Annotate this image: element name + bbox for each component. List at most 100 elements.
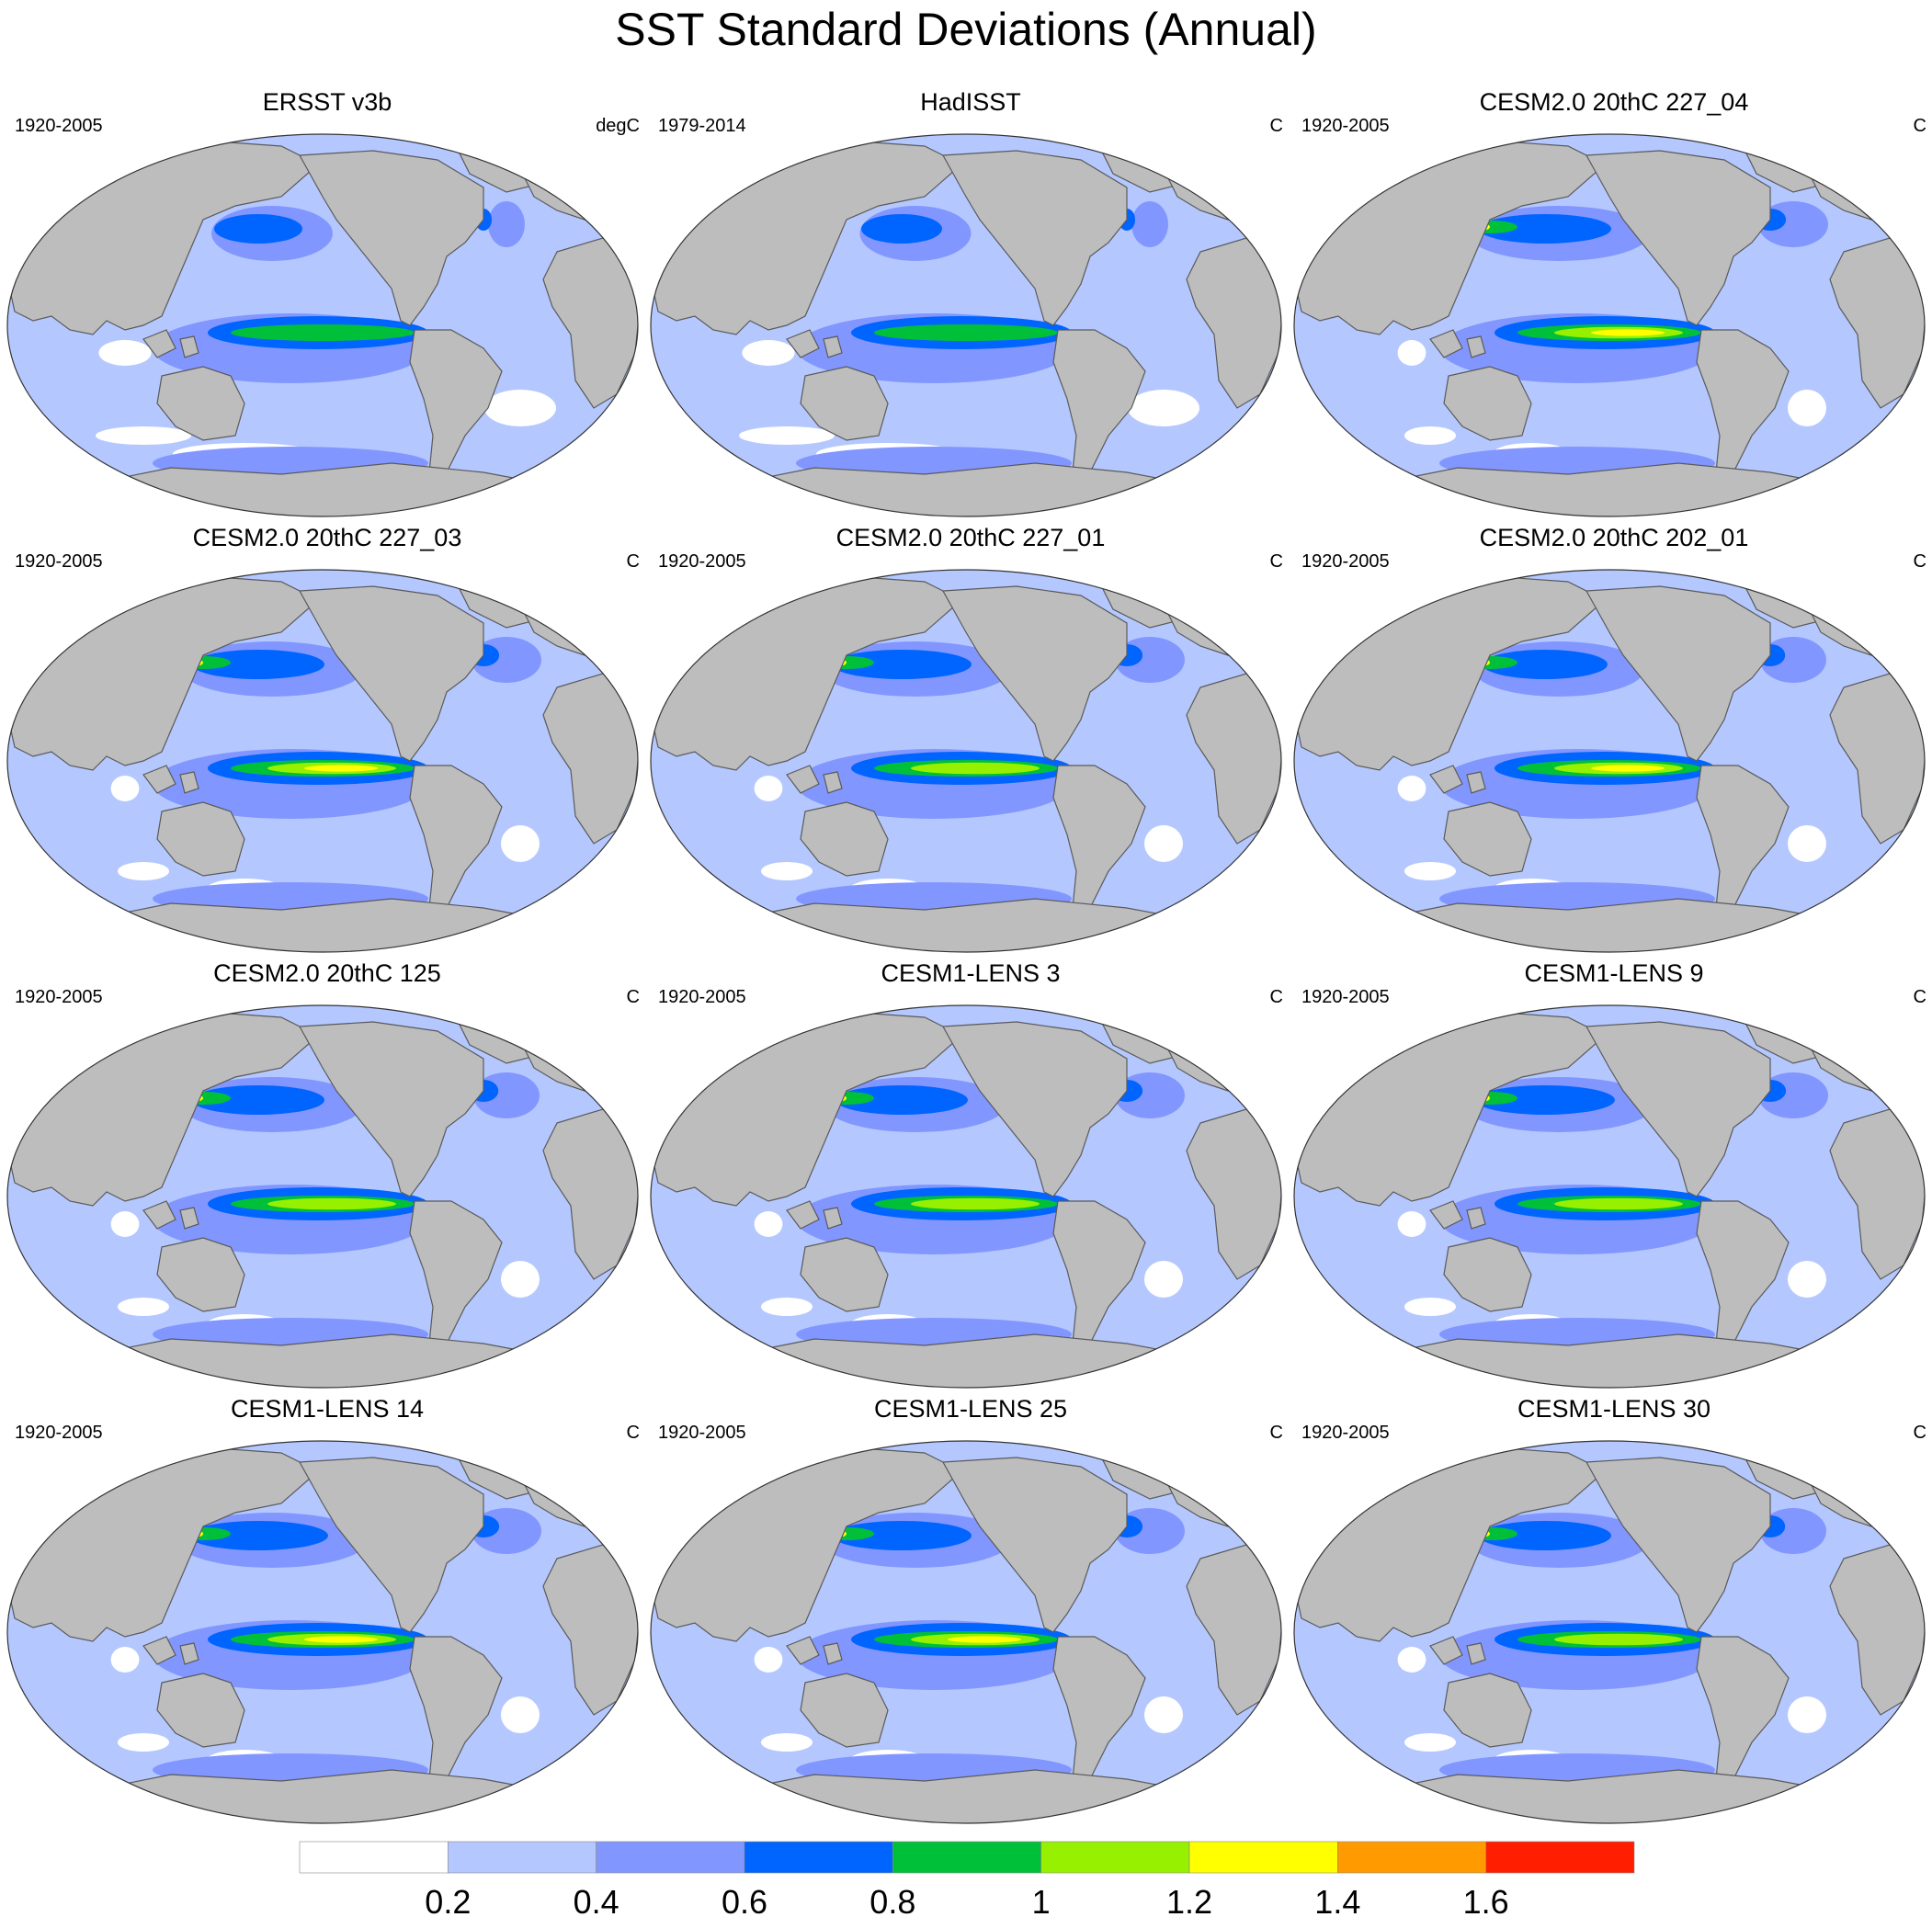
enso-core — [1554, 1197, 1683, 1210]
natl-band — [1131, 201, 1168, 247]
land-namerica — [1585, 1457, 1771, 1633]
low-variance-region — [1788, 1696, 1826, 1733]
land-seasia — [142, 329, 199, 358]
sst-map — [650, 1004, 1282, 1389]
sst-map — [1293, 1004, 1926, 1389]
land-seasia — [1429, 1636, 1486, 1665]
map-border — [6, 133, 639, 517]
panel-units: C — [1269, 116, 1283, 136]
land-australia — [156, 366, 245, 441]
low-variance-region — [754, 1647, 783, 1673]
sst-map — [650, 569, 1282, 953]
kuroshio-core — [861, 214, 942, 244]
low-variance-region — [110, 1211, 140, 1237]
low-variance-region — [1404, 426, 1456, 445]
map-panel: CESM2.0 20thC 227_01 1920-2005 C — [649, 522, 1292, 1000]
panel-title: CESM2.0 20thC 227_03 — [192, 524, 462, 551]
panel-units: degC — [596, 116, 640, 136]
low-variance-region — [761, 862, 813, 880]
panel-period: 1920-2005 — [15, 1423, 103, 1443]
map-panel: CESM1-LENS 9 1920-2005 C — [1292, 958, 1932, 1435]
panel-title: ERSST v3b — [262, 88, 392, 116]
land-seasia — [1429, 765, 1486, 794]
land-australia — [156, 1673, 245, 1748]
land-australia — [156, 1237, 245, 1312]
land-namerica — [942, 585, 1128, 762]
enso-core — [911, 762, 1040, 775]
land-namerica — [299, 585, 484, 762]
land-seasia — [1429, 329, 1486, 358]
enso-core — [874, 324, 1058, 341]
panel-title: CESM2.0 20thC 202_01 — [1479, 524, 1749, 551]
panel-units: C — [1913, 1423, 1926, 1443]
map-panel: CESM1-LENS 25 1920-2005 C — [649, 1393, 1292, 1871]
land-australia — [800, 1237, 889, 1312]
low-variance-region — [110, 1647, 140, 1673]
low-variance-region — [1144, 825, 1183, 862]
kuroshio-core — [832, 650, 972, 679]
land-seasia — [1429, 1200, 1486, 1230]
panel-title: HadISST — [920, 88, 1021, 116]
panel-period: 1920-2005 — [1301, 987, 1390, 1007]
low-variance-region — [1144, 1696, 1183, 1733]
land-seasia — [142, 1636, 199, 1665]
low-variance-region — [1397, 1211, 1426, 1237]
panel-period: 1979-2014 — [658, 116, 746, 136]
panel-units: C — [1913, 987, 1926, 1007]
panel-units: C — [626, 987, 640, 1007]
land-australia — [1443, 801, 1532, 877]
low-variance-region — [1404, 1298, 1456, 1316]
low-variance-region — [761, 1298, 813, 1316]
map-border — [6, 569, 639, 953]
panel-title: CESM1-LENS 9 — [1524, 959, 1704, 987]
sst-map — [650, 133, 1282, 517]
map-border — [6, 1440, 639, 1824]
sst-map — [650, 1440, 1282, 1824]
enso-core — [267, 1197, 396, 1210]
panel-title: CESM1-LENS 14 — [230, 1395, 425, 1423]
kuroshio-core — [192, 650, 324, 679]
low-variance-region — [501, 1261, 540, 1298]
land-namerica — [299, 150, 484, 326]
map-border — [650, 1004, 1282, 1389]
natl-band — [488, 201, 525, 247]
kuroshio-core — [832, 1521, 972, 1550]
sst-map — [6, 1004, 639, 1389]
low-variance-region — [1788, 1261, 1826, 1298]
low-variance-region — [754, 776, 783, 801]
low-variance-region — [484, 390, 556, 426]
low-variance-region — [754, 1211, 783, 1237]
land-namerica — [299, 1457, 484, 1633]
panel-title: CESM1-LENS 30 — [1517, 1395, 1711, 1423]
figure-title: SST Standard Deviations (Annual) — [615, 4, 1317, 55]
panel-period: 1920-2005 — [658, 1423, 746, 1443]
low-variance-region — [1788, 390, 1826, 426]
map-border — [6, 1004, 639, 1389]
map-border — [1293, 569, 1926, 953]
panel-title: CESM2.0 20thC 227_04 — [1479, 88, 1749, 116]
sst-map — [6, 569, 639, 953]
enso-core — [231, 324, 415, 341]
kuroshio-core — [835, 1085, 968, 1115]
low-variance-region — [1788, 825, 1826, 862]
panel-period: 1920-2005 — [1301, 1423, 1390, 1443]
low-variance-region — [1397, 1647, 1426, 1673]
map-panel: CESM2.0 20thC 125 1920-2005 C — [6, 958, 649, 1435]
panel-period: 1920-2005 — [658, 987, 746, 1007]
land-australia — [156, 801, 245, 877]
kuroshio-core — [1475, 1085, 1615, 1115]
panel-units: C — [1269, 987, 1283, 1007]
low-variance-region — [739, 426, 835, 445]
land-namerica — [942, 150, 1128, 326]
map-border — [1293, 133, 1926, 517]
low-variance-region — [118, 862, 169, 880]
panel-title: CESM1-LENS 3 — [881, 959, 1061, 987]
panel-period: 1920-2005 — [15, 551, 103, 572]
low-variance-region — [501, 825, 540, 862]
sst-map — [6, 1440, 639, 1824]
panel-title: CESM1-LENS 25 — [873, 1395, 1068, 1423]
panel-period: 1920-2005 — [658, 551, 746, 572]
map-panel: HadISST 1979-2014 C — [649, 86, 1292, 564]
sst-map — [1293, 133, 1926, 517]
map-panel: CESM1-LENS 30 1920-2005 C — [1292, 1393, 1932, 1871]
